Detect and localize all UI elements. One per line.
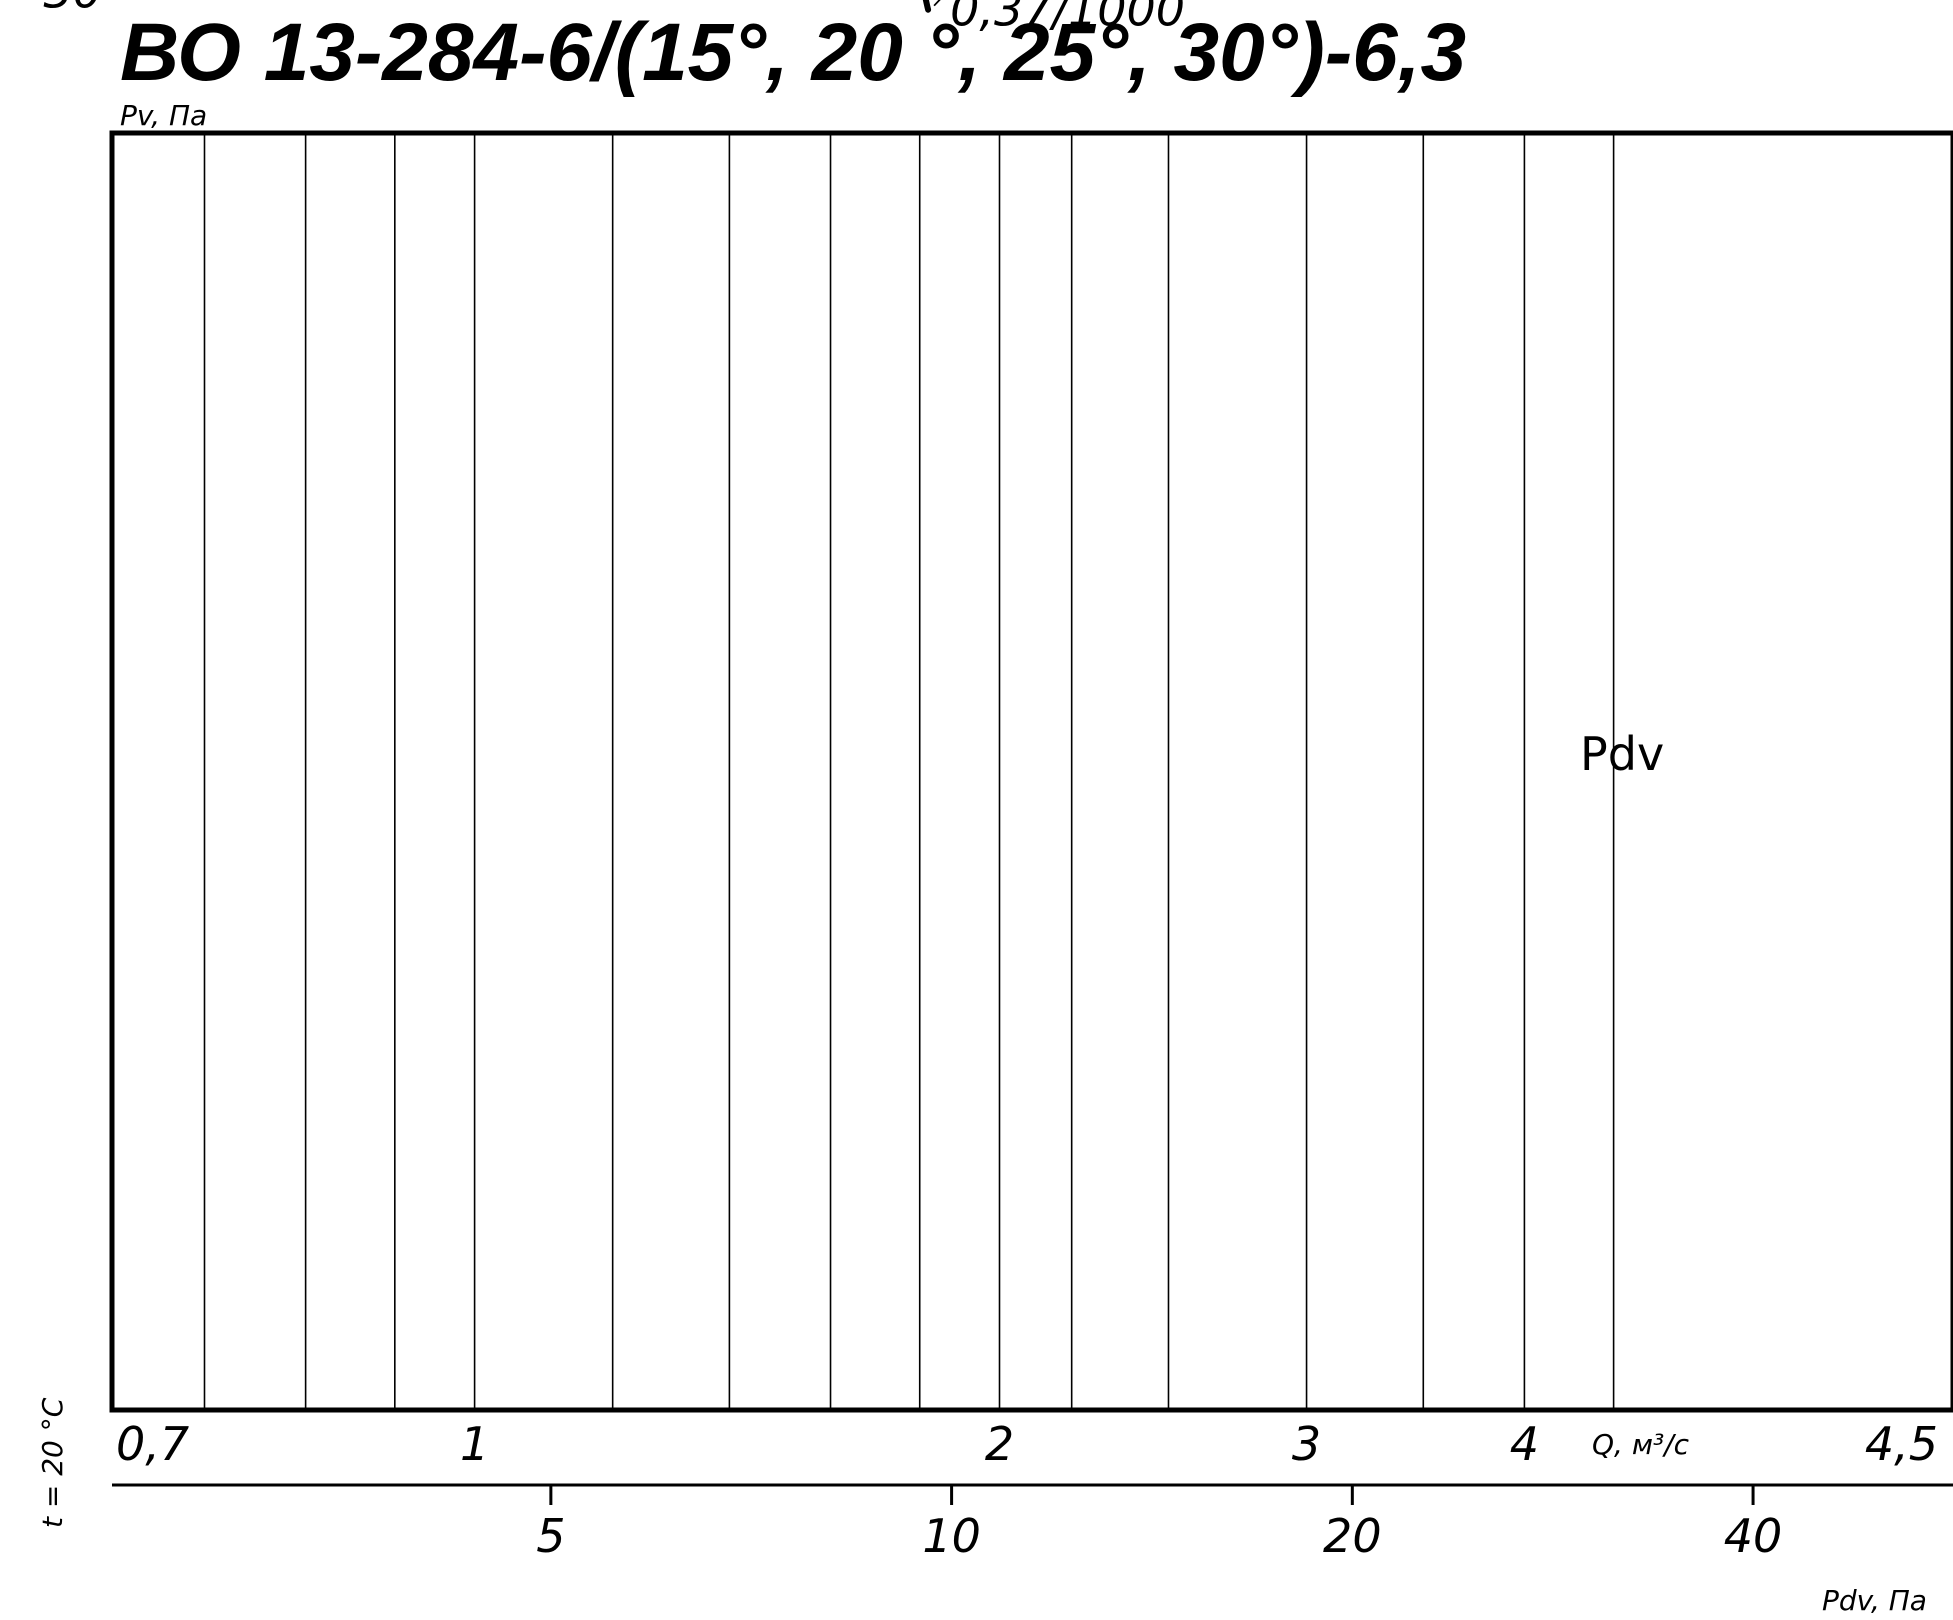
pdv-tick-label: 10 [922,1509,981,1563]
chart-title: ВО 13-284-6/(15°, 20 °, 25°, 30°)-6,3 [120,7,1466,98]
curve-motor-label: 0,37/1000 [950,0,1185,37]
pdv-tick-label: 20 [1323,1509,1382,1563]
y-ticks: 304060100200 [43,0,102,19]
y-axis-label: Pv, Па [120,99,207,132]
x-tick-label: 1 [460,1417,489,1471]
pdv-line-label: Pdv [1580,727,1664,781]
pdv-scale: 51020406080100150 [112,1483,1953,1563]
plot-frame [109,130,1953,1413]
x-tick-label: 2 [985,1417,1014,1471]
y-tick-label: 30 [43,0,102,19]
pdv-axis-label: Pdv, Па [1822,1584,1927,1617]
x-axis-label: Q, м³/с [1592,1428,1690,1461]
pdv-line: Pdv [933,0,1664,781]
pdv-tick-label: 40 [1724,1509,1783,1563]
x-tick-label: 3 [1292,1417,1321,1471]
curves: 6/15°0,37/10006/20°0,37/10006/25°0,37/10… [922,0,1185,37]
grid [203,133,1615,1410]
temperature-label: t = 20 °С [36,1397,69,1528]
x-tick-label: 4 [1510,1417,1539,1471]
x-tick-label: 4,5 [1865,1417,1938,1471]
pdv-tick-label: 5 [536,1509,565,1563]
x-ticks: 0,7 1 2 3 4 4,5 [116,1417,1938,1471]
x-tick-label: 0,7 [116,1417,189,1471]
